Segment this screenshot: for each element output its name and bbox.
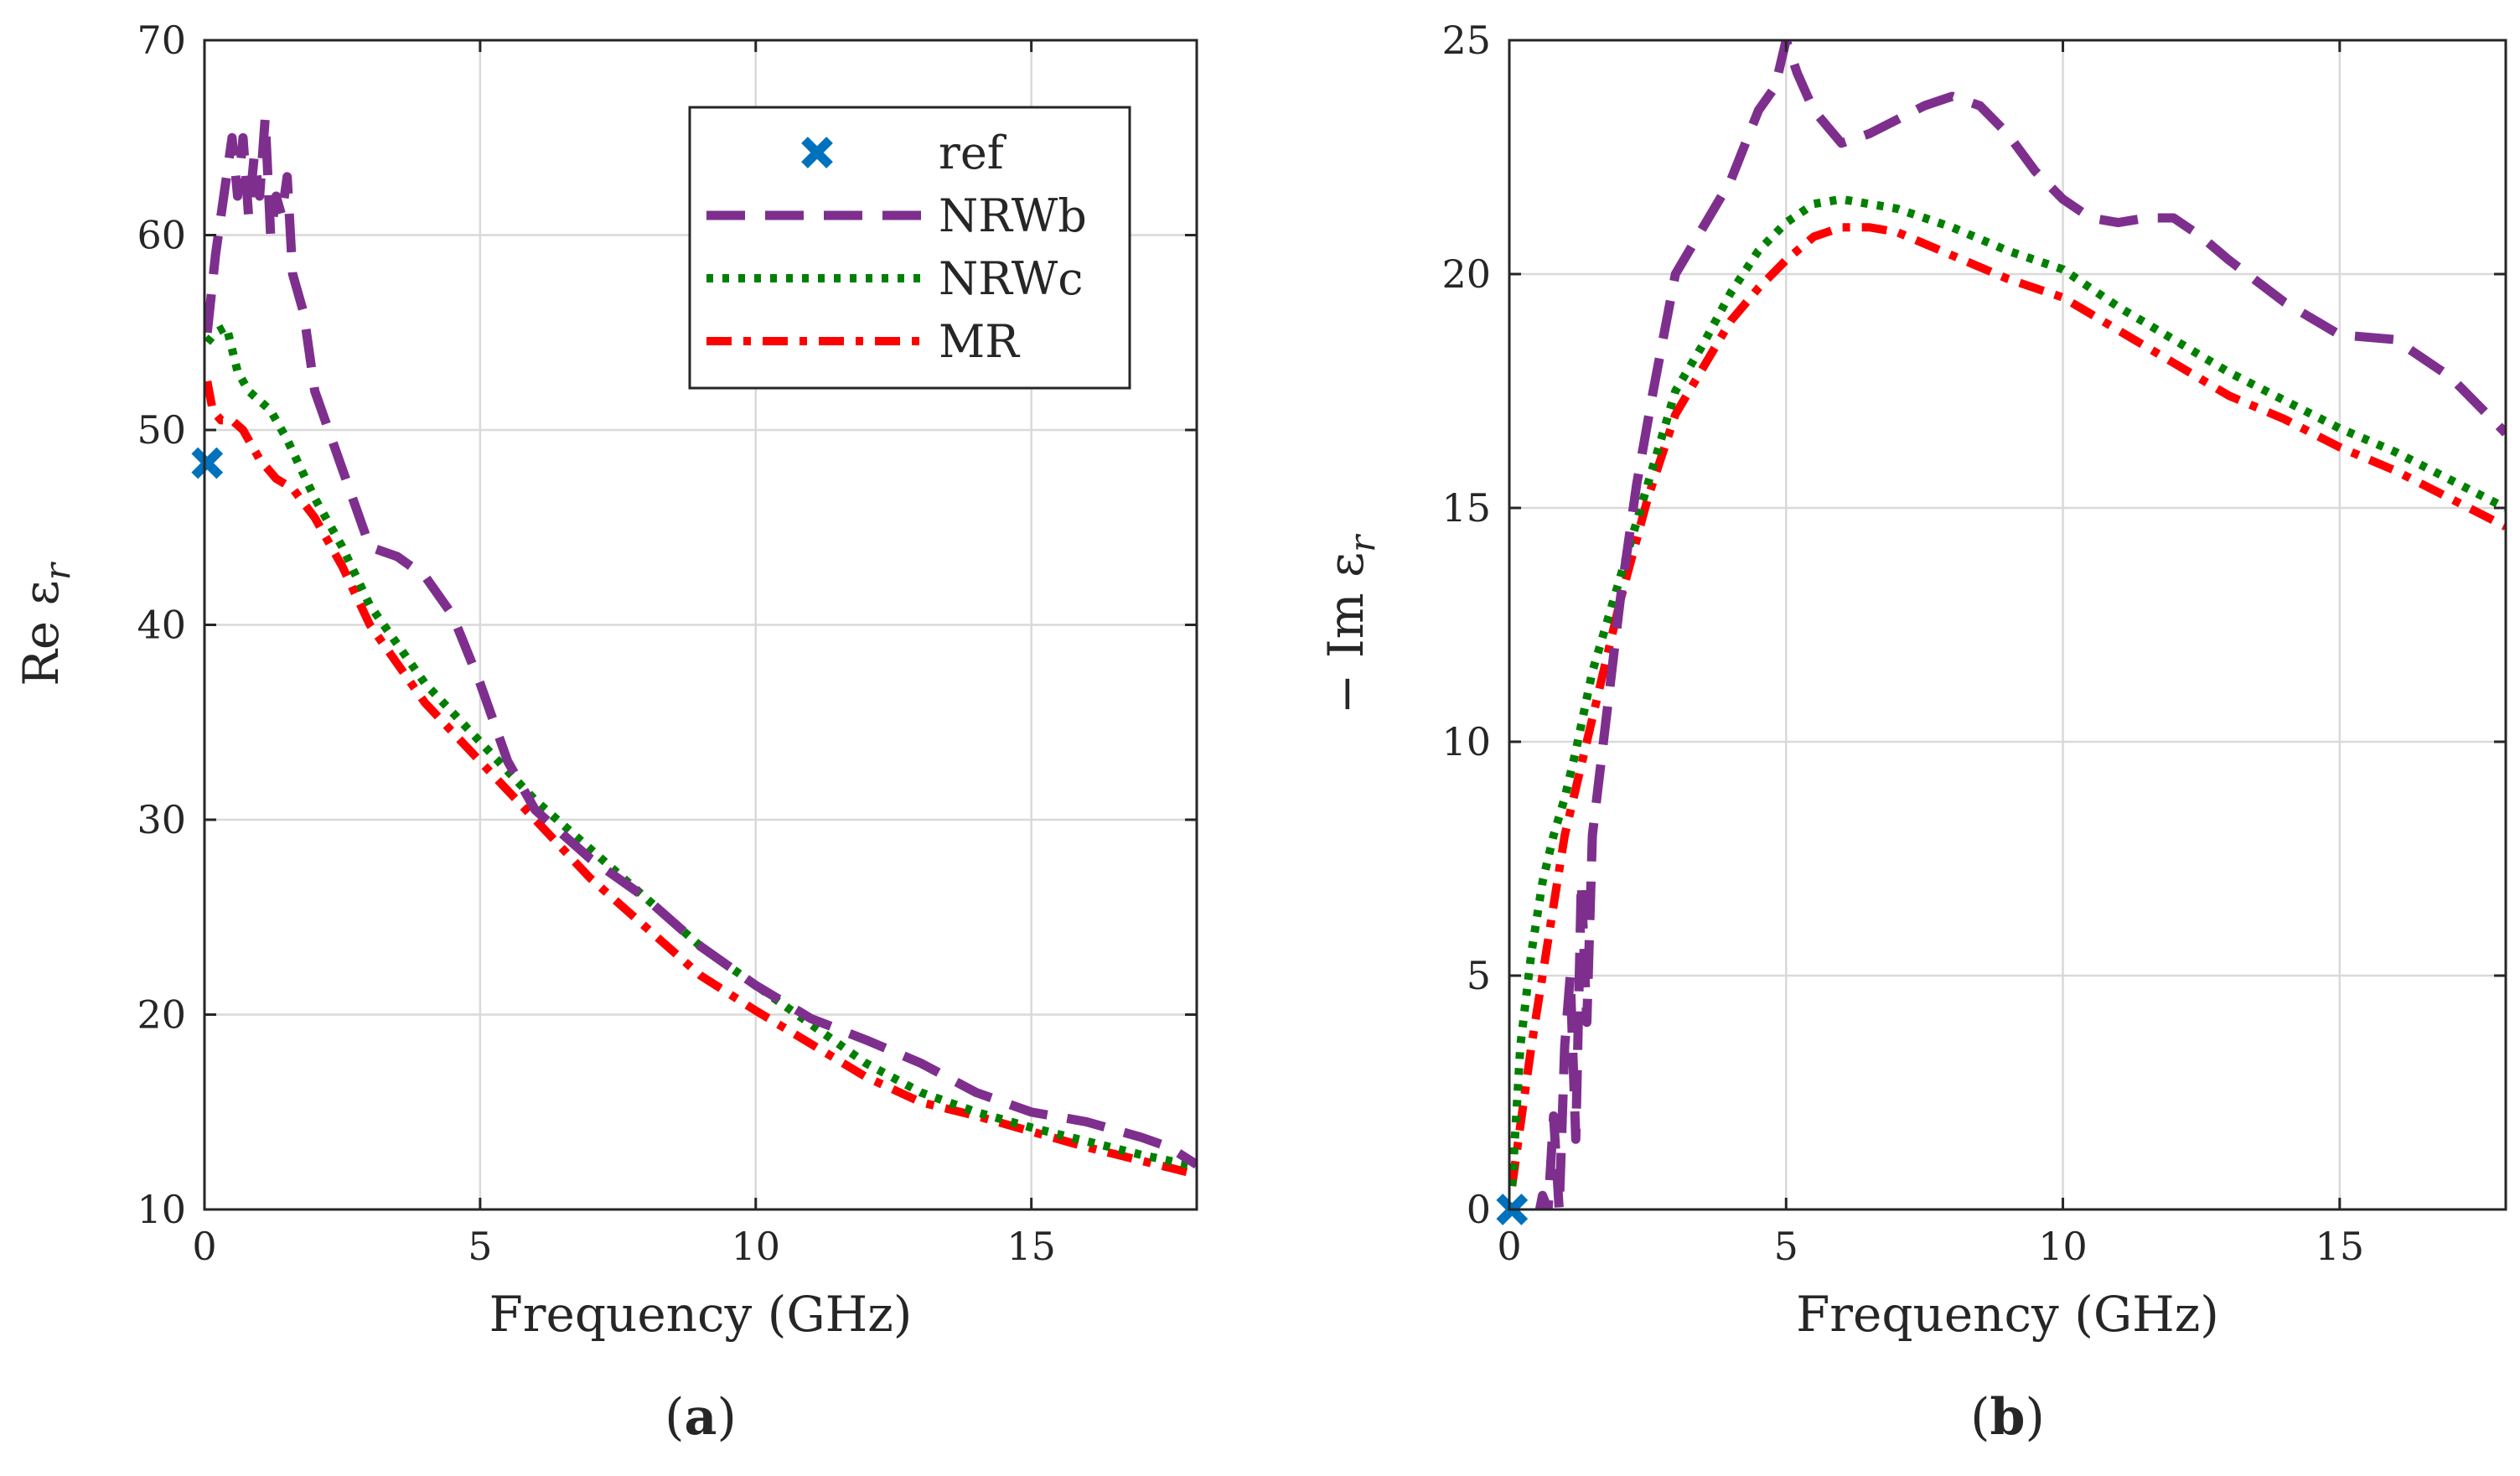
y-tick-label: 25 <box>1441 18 1491 63</box>
y-tick-label: 20 <box>137 992 186 1038</box>
y-tick-label: 50 <box>137 407 186 453</box>
series-nrwc-a <box>204 322 1197 1171</box>
panel-b: 0 5 10 15 0 5 10 15 20 25 Frequency (GHz) − Im εr… <box>1317 18 2507 1447</box>
panel-label-a-open: ( <box>665 1388 684 1447</box>
legend-entry-ref: ref <box>801 127 1007 179</box>
panel-label-b-open: ( <box>1970 1388 1990 1447</box>
y-tick-label: 60 <box>137 213 186 258</box>
y-axis-label-a: Re εr <box>13 561 78 686</box>
legend-entry-nrwc: NRWc <box>706 252 1083 305</box>
x-tick-label: 15 <box>1006 1224 1056 1269</box>
y-tick-label: 5 <box>1467 953 1491 998</box>
panel-a: 0 5 10 15 10 20 30 40 50 60 70 Frequency (GHz) Re … <box>13 18 1198 1447</box>
legend: ref NRWb NRWc MR <box>688 106 1131 390</box>
series-nrwc-b <box>1509 194 2506 1187</box>
y-axis-label-b: − Im εr <box>1317 533 1383 714</box>
y-tick-label: 0 <box>1467 1187 1491 1232</box>
y-axis-label-b-symbol: ε <box>1317 552 1374 577</box>
y-axis-label-b-subscript: r <box>1342 533 1383 552</box>
ticks-a: 0 5 10 15 10 20 30 40 50 60 70 <box>137 18 1197 1269</box>
series-b <box>1496 40 2506 1225</box>
series-a <box>191 113 1197 1179</box>
panel-label-a-close: ) <box>717 1388 736 1447</box>
y-tick-label: 70 <box>137 18 186 63</box>
x-tick-label: 10 <box>2038 1224 2088 1269</box>
legend-label-mr: MR <box>939 315 1020 368</box>
y-tick-label: 15 <box>1441 485 1491 531</box>
y-axis-label-b-prefix: − Im <box>1317 577 1374 714</box>
legend-swatch-ref <box>801 137 833 168</box>
x-tick-label: 0 <box>1497 1224 1521 1269</box>
series-mr-a <box>204 380 1197 1179</box>
legend-label-nrwc: NRWc <box>939 252 1083 305</box>
x-tick-label: 15 <box>2316 1224 2365 1269</box>
y-axis-label-a-prefix: Re <box>13 605 70 686</box>
x-tick-label: 5 <box>1774 1224 1798 1269</box>
y-tick-label: 40 <box>137 603 186 648</box>
panel-label-a: (a) <box>665 1388 737 1447</box>
series-nrwb-b <box>1534 40 2506 1209</box>
panel-label-b: (b) <box>1970 1388 2045 1447</box>
x-axis-label-b: Frequency (GHz) <box>1796 1286 2219 1343</box>
x-tick-label: 10 <box>732 1224 781 1269</box>
ticks-b: 0 5 10 15 0 5 10 15 20 25 <box>1441 18 2506 1269</box>
legend-label-ref: ref <box>939 127 1007 179</box>
series-mr-b <box>1509 223 2506 1187</box>
y-axis-label-a-subscript: r <box>37 561 78 580</box>
y-axis-label-a-symbol: ε <box>13 580 70 605</box>
grid-b <box>1509 40 2506 1209</box>
y-tick-label: 20 <box>1441 251 1491 297</box>
data-point-ref-a <box>191 447 224 479</box>
panel-label-a-letter: a <box>685 1388 717 1447</box>
x-tick-label: 0 <box>192 1224 216 1269</box>
legend-label-nrwb: NRWb <box>939 189 1087 242</box>
plot-frame-b <box>1508 39 2507 1211</box>
legend-box <box>688 106 1131 390</box>
y-tick-label: 10 <box>137 1187 186 1232</box>
y-tick-label: 30 <box>137 797 186 842</box>
panel-label-b-letter: b <box>1990 1388 2026 1447</box>
legend-entry-mr: MR <box>706 315 1020 368</box>
x-axis-label-a: Frequency (GHz) <box>489 1286 913 1343</box>
legend-entry-nrwb: NRWb <box>706 189 1087 242</box>
x-tick-label: 5 <box>468 1224 492 1269</box>
panel-label-b-close: ) <box>2025 1388 2044 1447</box>
y-tick-label: 10 <box>1441 719 1491 764</box>
